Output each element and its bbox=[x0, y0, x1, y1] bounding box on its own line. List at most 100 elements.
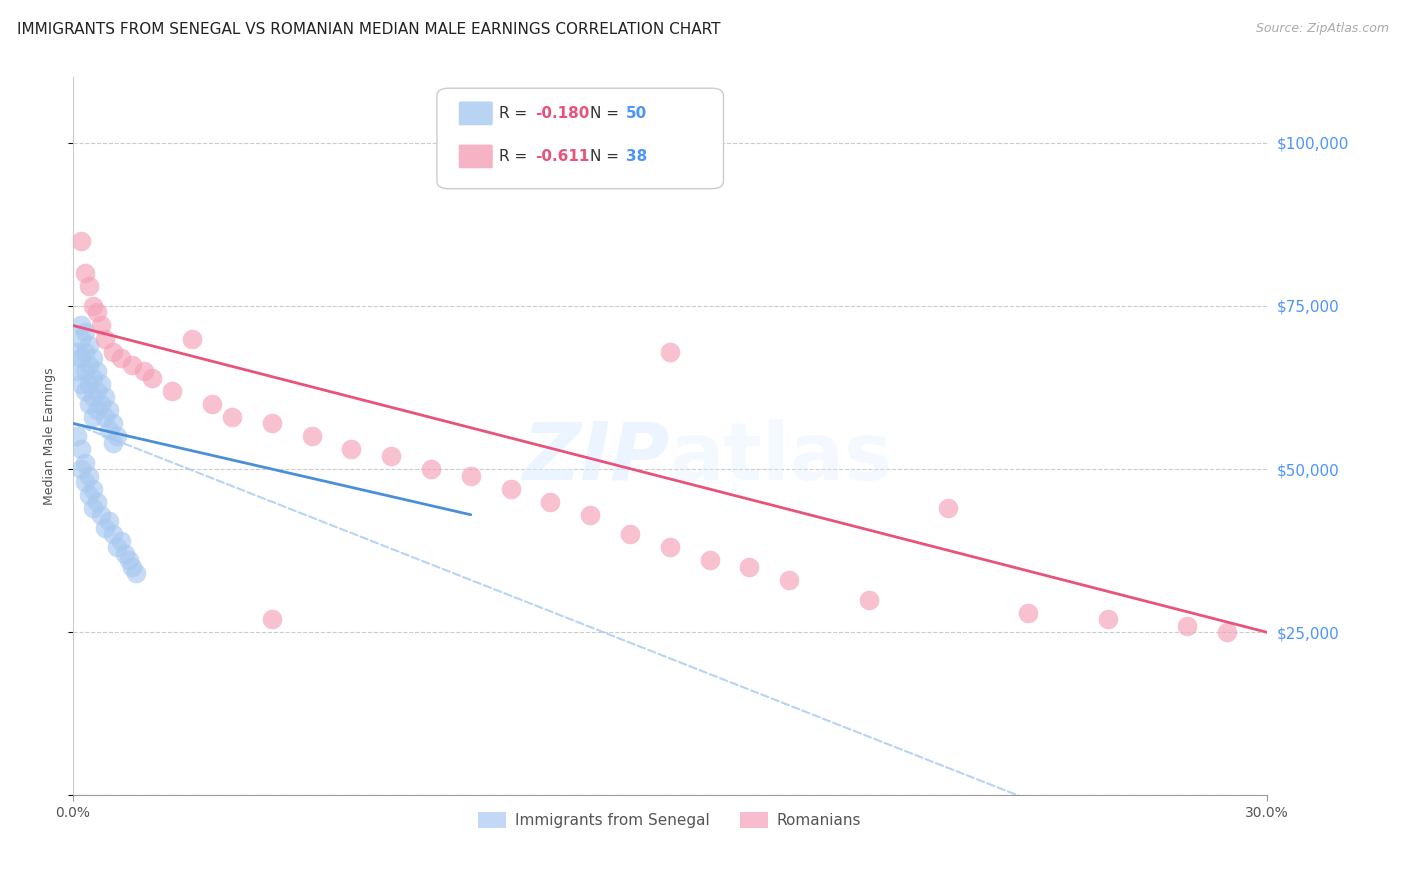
Point bbox=[90, 318, 112, 333]
Point bbox=[77, 338, 100, 352]
Text: 38: 38 bbox=[626, 149, 647, 164]
Point bbox=[77, 468, 100, 483]
Point bbox=[1017, 606, 1039, 620]
Legend: Immigrants from Senegal, Romanians: Immigrants from Senegal, Romanians bbox=[472, 806, 868, 834]
Point bbox=[460, 468, 482, 483]
Point bbox=[101, 417, 124, 431]
Point bbox=[101, 527, 124, 541]
Text: -0.611: -0.611 bbox=[534, 149, 589, 164]
Point bbox=[221, 409, 243, 424]
Text: IMMIGRANTS FROM SENEGAL VS ROMANIAN MEDIAN MALE EARNINGS CORRELATION CHART: IMMIGRANTS FROM SENEGAL VS ROMANIAN MEDI… bbox=[17, 22, 720, 37]
Point bbox=[86, 305, 108, 319]
Point bbox=[82, 370, 104, 384]
Point bbox=[82, 299, 104, 313]
Point bbox=[69, 318, 91, 333]
Point bbox=[90, 508, 112, 522]
Point bbox=[73, 456, 96, 470]
Point bbox=[181, 332, 204, 346]
Text: -0.180: -0.180 bbox=[534, 106, 589, 120]
Point bbox=[77, 377, 100, 392]
Point bbox=[738, 560, 761, 574]
Point bbox=[93, 409, 115, 424]
Point bbox=[260, 612, 283, 626]
Text: N =: N = bbox=[589, 106, 624, 120]
Point bbox=[69, 442, 91, 457]
Point bbox=[90, 377, 112, 392]
Point bbox=[538, 494, 561, 508]
Text: N =: N = bbox=[589, 149, 624, 164]
Point bbox=[69, 351, 91, 365]
Point bbox=[125, 566, 148, 581]
Point bbox=[858, 592, 880, 607]
Point bbox=[619, 527, 641, 541]
Point bbox=[134, 364, 156, 378]
Text: Source: ZipAtlas.com: Source: ZipAtlas.com bbox=[1256, 22, 1389, 36]
Point bbox=[69, 234, 91, 248]
Text: R =: R = bbox=[499, 106, 531, 120]
Point bbox=[66, 364, 89, 378]
Point bbox=[82, 409, 104, 424]
Point bbox=[90, 397, 112, 411]
Point bbox=[66, 429, 89, 443]
Point bbox=[936, 501, 959, 516]
Point bbox=[260, 417, 283, 431]
Point bbox=[77, 397, 100, 411]
Point bbox=[380, 449, 402, 463]
Point bbox=[73, 344, 96, 359]
Point bbox=[340, 442, 363, 457]
FancyBboxPatch shape bbox=[458, 101, 494, 126]
Point bbox=[82, 351, 104, 365]
Point bbox=[69, 332, 91, 346]
Text: ZIP: ZIP bbox=[523, 419, 669, 497]
Point bbox=[82, 501, 104, 516]
Point bbox=[301, 429, 323, 443]
Point bbox=[1097, 612, 1119, 626]
Point bbox=[97, 423, 120, 437]
Point bbox=[1216, 625, 1239, 640]
Point bbox=[162, 384, 184, 398]
Point bbox=[93, 521, 115, 535]
Point bbox=[121, 560, 143, 574]
Point bbox=[93, 390, 115, 404]
Point bbox=[86, 403, 108, 417]
Point bbox=[658, 344, 681, 359]
Text: R =: R = bbox=[499, 149, 531, 164]
Point bbox=[77, 488, 100, 502]
Point bbox=[110, 533, 132, 548]
Y-axis label: Median Male Earnings: Median Male Earnings bbox=[44, 368, 56, 505]
Point bbox=[499, 482, 522, 496]
Point bbox=[110, 351, 132, 365]
Point bbox=[73, 364, 96, 378]
FancyBboxPatch shape bbox=[458, 145, 494, 169]
Point bbox=[97, 403, 120, 417]
Point bbox=[73, 325, 96, 339]
Point bbox=[86, 384, 108, 398]
Point bbox=[82, 390, 104, 404]
Point bbox=[77, 358, 100, 372]
Point bbox=[105, 429, 128, 443]
Text: 50: 50 bbox=[626, 106, 647, 120]
Point bbox=[579, 508, 602, 522]
Point bbox=[141, 370, 163, 384]
Point bbox=[101, 436, 124, 450]
Point bbox=[201, 397, 224, 411]
Point bbox=[69, 462, 91, 476]
Point bbox=[101, 344, 124, 359]
Point bbox=[69, 377, 91, 392]
Point bbox=[82, 482, 104, 496]
Point bbox=[699, 553, 721, 567]
Point bbox=[778, 573, 800, 587]
Point bbox=[117, 553, 139, 567]
Point bbox=[658, 541, 681, 555]
Point bbox=[66, 344, 89, 359]
Point bbox=[114, 547, 136, 561]
Point bbox=[420, 462, 443, 476]
Point bbox=[121, 358, 143, 372]
Point bbox=[73, 384, 96, 398]
Point bbox=[1175, 618, 1198, 632]
Point bbox=[105, 541, 128, 555]
Point bbox=[97, 514, 120, 528]
Point bbox=[86, 494, 108, 508]
Point bbox=[77, 279, 100, 293]
Point bbox=[73, 266, 96, 280]
